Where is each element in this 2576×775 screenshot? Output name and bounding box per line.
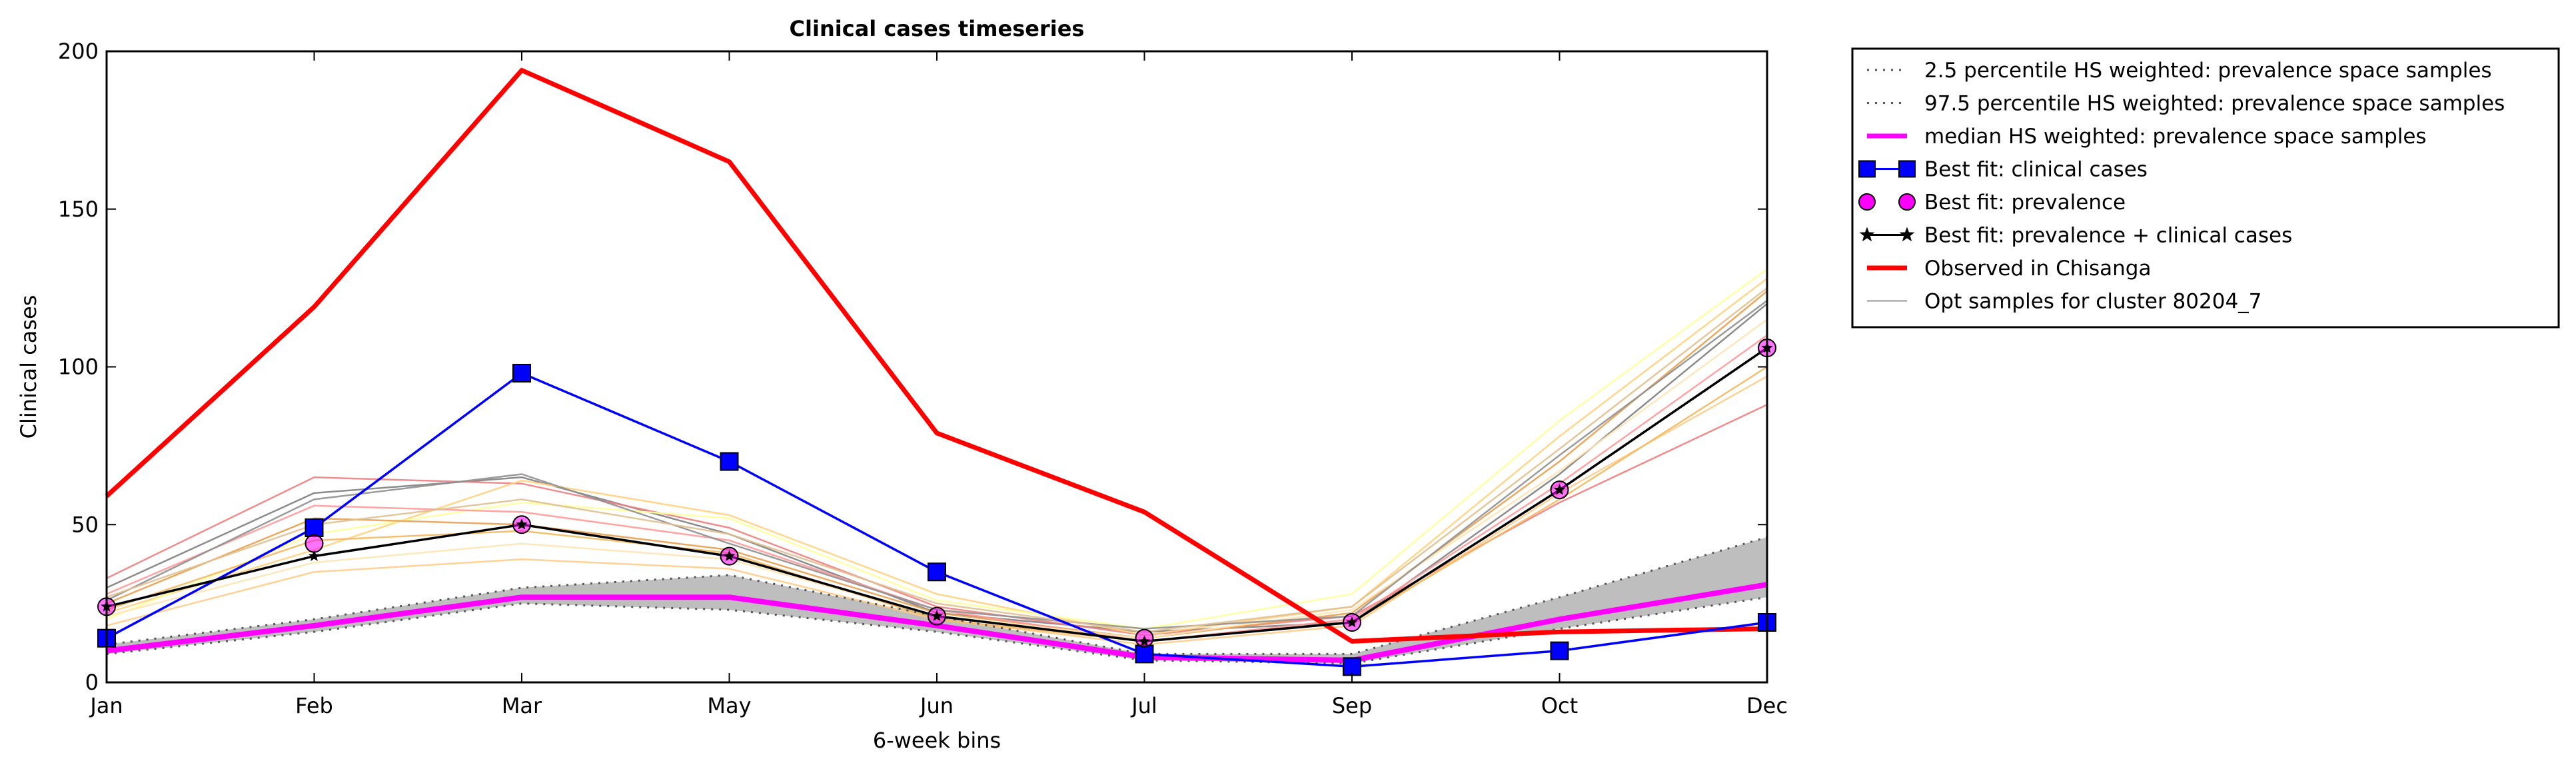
legend-label-2: 97.5 percentile HS weighted: prevalence … (1924, 92, 2505, 116)
plot-area-frame (105, 50, 1768, 684)
legend-label-6: Best fit: prevalence + clinical cases (1924, 224, 2292, 248)
x-tick-label: Mar (502, 693, 542, 718)
legend-label-1: 2.5 percentile HS weighted: prevalence s… (1924, 59, 2492, 83)
combined-fit-marker (516, 518, 528, 530)
clinical-fit-marker (305, 518, 324, 537)
x-tick-label: Jun (919, 693, 954, 718)
combined-fit-marker (308, 550, 321, 561)
legend-marker (1898, 193, 1916, 211)
series-2-line (106, 536, 1768, 655)
legend-marker (1859, 227, 1875, 242)
y-tick-label: 150 (58, 197, 99, 222)
clinical-fit-marker (1135, 644, 1154, 664)
sample-line-4 (106, 268, 1768, 630)
legend-label-4: Best fit: clinical cases (1924, 158, 2148, 182)
axes-layer: 0 50 100 150 200 Jan Feb Mar May Jun Jul Sep Oct Dec (58, 39, 1788, 718)
sample-line-11 (106, 287, 1768, 633)
y-tick-label: 50 (71, 512, 99, 537)
clinical-fit-marker (1550, 641, 1569, 660)
legend-marker (1899, 227, 1915, 242)
x-tick-label: Sep (1332, 693, 1372, 718)
legend-box (1851, 47, 2560, 329)
clinical-fit-marker (928, 562, 946, 582)
legend-label-8: Opt samples for cluster 80204_7 (1924, 290, 2261, 314)
legend-marker (1898, 160, 1916, 178)
x-tick-label: May (707, 693, 751, 718)
combined-fit-marker (1138, 635, 1151, 646)
series-7-line (105, 67, 1768, 644)
percentile-band-fill (107, 537, 1767, 664)
legend-marker (1858, 160, 1876, 178)
x-tick-label: Jan (89, 693, 123, 718)
clinical-fit-marker (1343, 657, 1361, 676)
clinical-fit-marker (720, 452, 739, 471)
x-tick-label: Dec (1746, 693, 1788, 718)
legend-label-7: Observed in Chisanga (1924, 257, 2152, 281)
x-tick-label: Feb (295, 693, 333, 718)
sample-line-3 (106, 277, 1768, 636)
series-1-line (106, 596, 1768, 665)
y-tick-label: 200 (58, 39, 99, 64)
combined-fit-marker (1553, 484, 1566, 495)
sample-line-1 (106, 303, 1768, 633)
x-tick-label: Oct (1541, 693, 1578, 718)
prevalence-fit-marker (305, 534, 324, 553)
combined-fit-marker (931, 610, 943, 621)
combined-fit-marker (1346, 616, 1358, 628)
markers-layer (97, 339, 1776, 676)
x-axis-label: 6-week bins (873, 728, 1001, 753)
x-tick-label: Jul (1130, 693, 1157, 718)
y-axis-label: Clinical cases (16, 295, 41, 439)
legend-marker (1858, 193, 1876, 211)
clinical-fit-marker (512, 363, 531, 383)
legend-label-5: Best fit: prevalence (1924, 191, 2126, 215)
legend-label-3: median HS weighted: prevalence space sam… (1924, 125, 2427, 149)
combined-fit-marker (723, 550, 736, 561)
sample-lines-layer (106, 268, 1768, 646)
sample-line-5 (106, 290, 1768, 639)
y-tick-label: 0 (85, 670, 99, 695)
y-tick-label: 100 (58, 355, 99, 380)
legend: 2.5 percentile HS weighted: prevalence s… (1851, 47, 2560, 329)
percentile-band-layer (107, 537, 1767, 664)
chart-title: Clinical cases timeseries (790, 16, 1085, 41)
